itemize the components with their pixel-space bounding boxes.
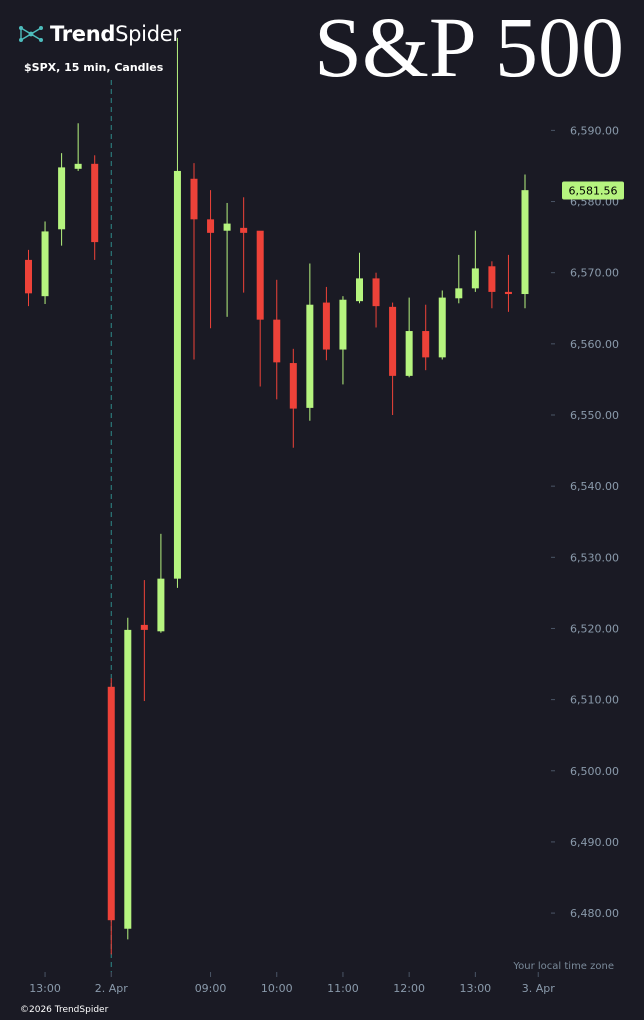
y-tick-label: 6,550.00 — [570, 409, 619, 422]
y-tick-label: 6,510.00 — [570, 694, 619, 707]
candle — [256, 230, 264, 387]
local-time-zone-note: Your local time zone — [513, 961, 614, 972]
candle-body — [356, 278, 363, 302]
candle-body — [74, 163, 82, 169]
candle — [74, 123, 82, 171]
copyright: ©2026 TrendSpider — [20, 1005, 109, 1015]
candle-body — [190, 178, 198, 220]
candle — [190, 163, 198, 360]
time-axis: 13:00 2. Apr 09:00 10:00 11:00 12:00 13:00 3. A… — [29, 972, 555, 995]
trendspider-logo: TrendSpider — [18, 22, 181, 46]
x-tick-label: 10:00 — [261, 982, 293, 995]
candle — [405, 297, 413, 378]
y-tick-label: 6,530.00 — [570, 551, 619, 564]
last-price-tag: 6,581.56 — [562, 181, 624, 200]
y-tick-label: 6,570.00 — [570, 267, 619, 280]
x-tick-label: 13:00 — [459, 982, 491, 995]
x-tick-label: 3. Apr — [522, 982, 555, 995]
candle-body — [41, 231, 49, 297]
candle-body — [455, 288, 463, 299]
candle — [240, 197, 248, 293]
chart-title: S&P 500 — [314, 0, 624, 95]
candle-body — [339, 299, 347, 350]
y-tick-label: 6,590.00 — [570, 124, 619, 137]
candle-body — [471, 268, 479, 289]
candle — [339, 296, 347, 385]
candle — [438, 290, 446, 360]
candle — [372, 272, 380, 328]
candle — [422, 304, 430, 371]
candle-body — [140, 624, 148, 630]
candle-body — [25, 259, 32, 294]
chart-subtitle: $SPX, 15 min, Candles — [24, 61, 164, 74]
candle-body — [504, 291, 512, 295]
y-tick-label: 6,540.00 — [570, 480, 619, 493]
candle-body — [273, 319, 281, 363]
candle — [455, 254, 463, 304]
candle — [91, 155, 99, 260]
candle — [124, 617, 132, 940]
y-tick-label: 6,480.00 — [570, 907, 619, 920]
trendspider-network-icon — [19, 26, 43, 42]
last-price-label: 6,581.56 — [569, 184, 618, 197]
candle-body — [389, 306, 397, 376]
candle-body — [289, 363, 297, 409]
x-tick-label: 09:00 — [195, 982, 227, 995]
candle-body — [240, 227, 248, 233]
candle — [223, 202, 231, 317]
candle — [521, 174, 529, 309]
candle-body — [521, 190, 529, 295]
price-axis: 6,590.006,580.006,570.006,560.006,550.00… — [551, 124, 619, 920]
candle-body — [422, 331, 430, 358]
x-tick-label: 12:00 — [393, 982, 425, 995]
last-price-badge — [562, 181, 624, 200]
y-tick-label: 6,490.00 — [570, 836, 619, 849]
candles-group — [25, 37, 529, 955]
candle-body — [157, 578, 165, 632]
candle-body — [107, 686, 115, 921]
candle — [140, 580, 148, 702]
candle-body — [124, 629, 132, 929]
brand-name: TrendSpider — [50, 22, 181, 46]
x-tick-label: 2. Apr — [95, 982, 128, 995]
candle — [25, 249, 32, 307]
candle-body — [488, 266, 496, 292]
y-tick-label: 6,560.00 — [570, 338, 619, 351]
candle — [306, 263, 314, 421]
candle-body — [58, 167, 66, 230]
candle — [488, 261, 496, 309]
candle-body — [256, 230, 264, 320]
x-tick-label: 11:00 — [327, 982, 359, 995]
x-tick-label: 13:00 — [29, 982, 61, 995]
candle-body — [306, 304, 314, 408]
candle-body — [372, 278, 380, 307]
candle — [58, 153, 66, 246]
candle — [157, 533, 165, 633]
y-tick-label: 6,520.00 — [570, 622, 619, 635]
candle-body — [223, 223, 231, 231]
candle — [207, 190, 215, 329]
candle-body — [405, 331, 413, 376]
candle-body — [207, 219, 215, 233]
candle — [173, 37, 181, 588]
y-tick-label: 6,500.00 — [570, 765, 619, 778]
candle-body — [173, 170, 181, 579]
candle — [289, 348, 297, 448]
candle-body — [322, 302, 330, 350]
candle-body — [91, 163, 99, 243]
candle — [356, 252, 363, 304]
candle — [41, 221, 49, 304]
candle — [471, 230, 479, 292]
candle — [389, 302, 397, 415]
candle — [273, 279, 281, 400]
candle — [322, 286, 330, 361]
candle — [107, 678, 115, 955]
candle — [504, 254, 512, 312]
candle-body — [438, 297, 446, 358]
